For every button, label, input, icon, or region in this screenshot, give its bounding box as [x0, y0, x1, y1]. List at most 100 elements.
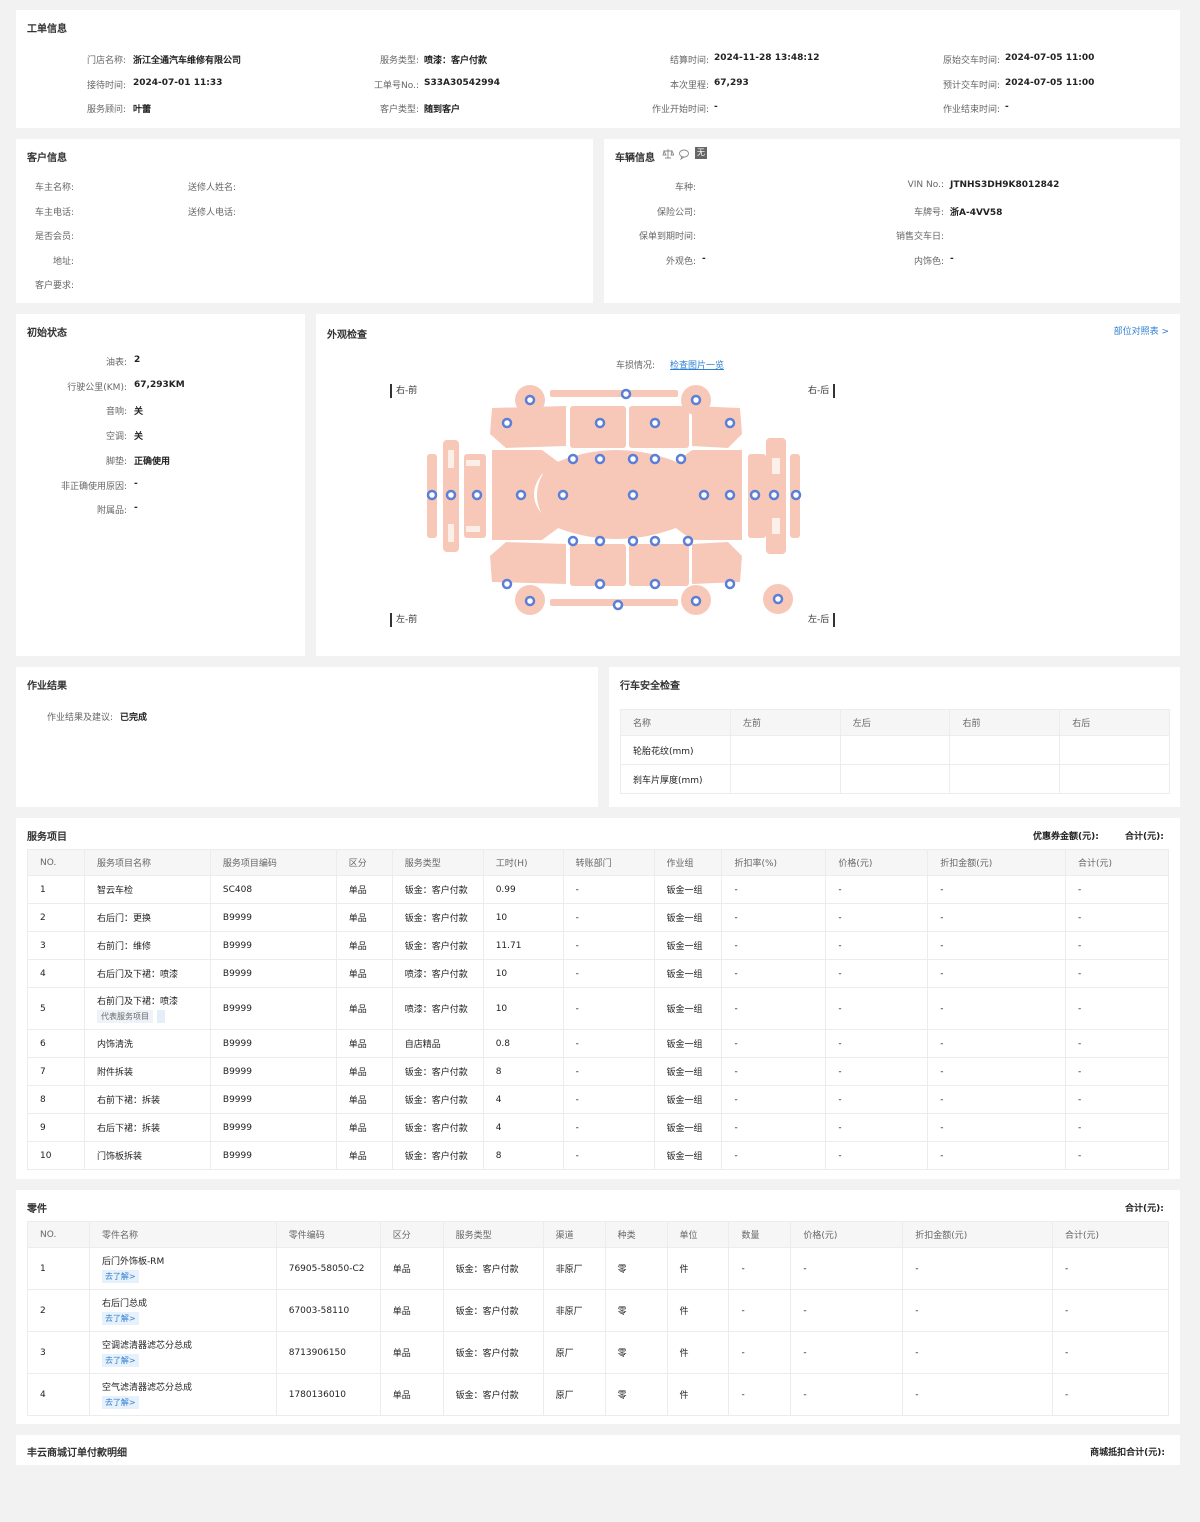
mall-payment-card: 丰云商城订单付款明细 商城抵扣合计(元):	[16, 1435, 1180, 1465]
exterior-color-label: 外观色:	[665, 257, 696, 267]
cell-code: B9999	[209, 959, 337, 988]
damage-marker[interactable]	[724, 417, 736, 429]
cell-type: 喷漆：客户付款	[391, 959, 484, 988]
cell-dept: -	[562, 987, 655, 1030]
work-result-value: 已完成	[120, 713, 148, 723]
cell-total: -	[1065, 903, 1169, 932]
cell-qty-text: -	[741, 1305, 745, 1316]
damage-marker[interactable]	[594, 535, 606, 547]
work-start-label: 作业开始时间:	[651, 105, 709, 115]
inspection-photos-link[interactable]: 检查图片一览	[670, 361, 725, 371]
safety-check-title: 行车安全检查	[620, 681, 680, 692]
cell-disc-text: -	[940, 1066, 944, 1077]
left-front-fender	[490, 542, 566, 584]
cell-no-text: 7	[40, 1066, 46, 1077]
cell-code-text: B9999	[222, 940, 252, 951]
cell-total: -	[1065, 875, 1169, 904]
learn-more-link[interactable]: 去了解>	[101, 1354, 139, 1367]
damage-marker[interactable]	[515, 489, 527, 501]
damage-marker[interactable]	[627, 489, 639, 501]
damage-marker[interactable]	[594, 417, 606, 429]
damage-marker[interactable]	[426, 489, 438, 501]
cell-hours: 4	[482, 1085, 564, 1114]
damage-marker[interactable]	[790, 489, 802, 501]
damage-marker[interactable]	[594, 453, 606, 465]
damage-marker[interactable]	[675, 453, 687, 465]
learn-more-link[interactable]: 去了解>	[101, 1270, 139, 1283]
damage-marker[interactable]	[698, 489, 710, 501]
cell-total-text: -	[1078, 1003, 1082, 1014]
tag-suffix-box	[156, 1010, 165, 1023]
damage-marker[interactable]	[557, 489, 569, 501]
damage-marker[interactable]	[567, 453, 579, 465]
damage-marker[interactable]	[649, 417, 661, 429]
learn-more-link[interactable]: 去了解>	[101, 1396, 139, 1409]
cell-cat-text: 零	[617, 1349, 627, 1359]
cell-dept: -	[562, 1113, 655, 1142]
damage-marker[interactable]	[768, 489, 780, 501]
cell-group: 钣金一组	[653, 1085, 723, 1114]
cell-hours: 10	[482, 903, 564, 932]
damage-marker[interactable]	[649, 535, 661, 547]
cell-kind-text: 单品	[348, 970, 367, 980]
comment-icon[interactable]	[678, 148, 690, 160]
damage-marker[interactable]	[471, 489, 483, 501]
cell-unit-text: 件	[679, 1349, 689, 1359]
column-header: 左后	[839, 709, 951, 736]
cell-dept: -	[562, 959, 655, 988]
cell-hours: 4	[482, 1113, 564, 1142]
cell-price: -	[825, 1085, 929, 1114]
damage-marker[interactable]	[524, 394, 536, 406]
damage-marker[interactable]	[501, 578, 513, 590]
cell-no-text: 10	[40, 1150, 52, 1161]
damage-marker[interactable]	[724, 489, 736, 501]
scale-icon[interactable]	[662, 148, 674, 160]
damage-marker[interactable]	[649, 578, 661, 590]
damage-marker[interactable]	[772, 593, 784, 605]
damage-marker[interactable]	[724, 578, 736, 590]
part-reference-link[interactable]: 部位对照表 >	[1113, 327, 1169, 337]
cell-price-text: -	[803, 1347, 807, 1358]
damage-marker[interactable]	[567, 535, 579, 547]
damage-marker[interactable]	[620, 388, 632, 400]
damage-marker[interactable]	[612, 599, 624, 611]
cell-type-text: 钣金：客户付款	[404, 942, 468, 952]
ac-value: 关	[134, 432, 144, 443]
damage-marker[interactable]	[649, 453, 661, 465]
exterior-check-card: 外观检查 部位对照表 > 车损情况: 检查图片一览 右-前 右-后 左-前 左-…	[316, 314, 1180, 656]
cell-channel: 原厂	[542, 1331, 606, 1374]
cell-code-text: B9999	[222, 1066, 252, 1077]
damage-marker[interactable]	[627, 453, 639, 465]
damage-marker[interactable]	[627, 535, 639, 547]
damage-marker[interactable]	[690, 394, 702, 406]
damage-marker[interactable]	[445, 489, 457, 501]
settle-time-label: 结算时间:	[669, 56, 709, 66]
right-front-fender	[490, 406, 566, 448]
cell-code: B9999	[209, 987, 337, 1030]
damage-marker[interactable]	[594, 578, 606, 590]
cell-disc-text: -	[940, 968, 944, 979]
expected-delivery-label: 预计交车时间:	[942, 81, 1000, 91]
learn-more-link[interactable]: 去了解>	[101, 1312, 139, 1325]
service-advisor-label: 服务顾问:	[86, 105, 126, 115]
damage-marker[interactable]	[749, 489, 761, 501]
coupon-amount-label: 优惠券金额(元):	[1033, 832, 1099, 842]
table-row: 9 右后下裙：拆装 B9999 单品 钣金：客户付款 4 - 钣金一组 - - - -	[27, 1113, 1169, 1142]
cell-unit-text: 件	[679, 1391, 689, 1401]
customer-request-label: 客户要求:	[34, 281, 74, 291]
service-type-label: 服务类型:	[379, 56, 419, 66]
cell-total: -	[1065, 931, 1169, 960]
cell-type: 钣金：客户付款	[391, 1141, 484, 1170]
ac-label: 空调:	[105, 432, 127, 443]
cell-qty: -	[728, 1289, 792, 1332]
damage-marker[interactable]	[501, 417, 513, 429]
cell-channel-text: 非原厂	[555, 1265, 583, 1275]
left-rear-fender	[692, 542, 742, 584]
cell-value	[1059, 735, 1170, 765]
damage-marker[interactable]	[682, 535, 694, 547]
cell-kind-text: 单品	[392, 1349, 411, 1359]
cell-kind: 单品	[335, 931, 393, 960]
damage-marker[interactable]	[690, 595, 702, 607]
cell-dept: -	[562, 1029, 655, 1058]
damage-marker[interactable]	[524, 595, 536, 607]
